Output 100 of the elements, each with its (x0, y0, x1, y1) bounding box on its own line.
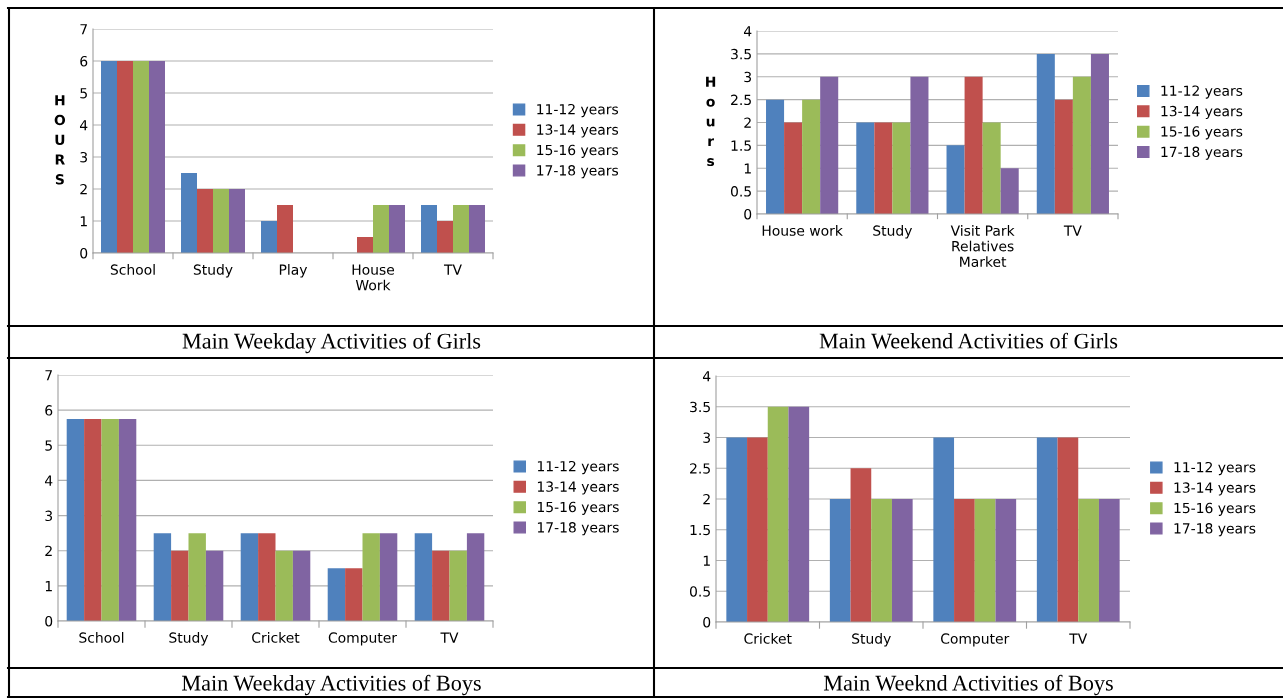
bar (946, 145, 965, 214)
bar (1078, 499, 1099, 622)
bar (84, 418, 102, 621)
y-tick-label: 4 (44, 475, 53, 486)
bar (802, 99, 821, 214)
x-tick-label: Study (852, 633, 891, 647)
bar (856, 122, 875, 214)
legend-label: 13-14 years (537, 124, 619, 138)
bar (101, 418, 119, 621)
bar (66, 418, 85, 621)
bar (850, 468, 872, 622)
bar (1057, 437, 1079, 622)
bar (933, 437, 955, 622)
y-tick-label: 2.5 (690, 463, 710, 474)
y-tick-label: 3 (703, 432, 711, 443)
legend-label: 17-18 years (1174, 523, 1256, 537)
bar (421, 205, 437, 253)
legend-label: 11-12 years (537, 103, 619, 118)
bar (469, 205, 485, 253)
bar (205, 550, 224, 621)
bar (275, 550, 293, 621)
bar (373, 205, 389, 253)
bar (261, 221, 277, 253)
bar (1090, 53, 1109, 214)
bar (379, 533, 398, 621)
bar (747, 437, 768, 622)
bar (188, 533, 206, 621)
y-tick-label: 3.5 (690, 401, 710, 413)
y-tick-label: 0.5 (689, 586, 710, 597)
bar (954, 499, 975, 622)
bar (788, 406, 810, 622)
x-tick-label: Cricket (252, 632, 300, 643)
bar (910, 76, 929, 214)
y-tick-label: 2 (45, 545, 52, 556)
y-tick-label: 4 (79, 120, 88, 131)
y-tick-label: 1 (703, 555, 710, 566)
x-tick-label: Study (873, 225, 913, 239)
legend-label: 11-12 years (537, 460, 619, 475)
bar (874, 122, 893, 214)
bar (453, 205, 469, 253)
bar (292, 550, 311, 621)
bar (277, 205, 293, 253)
y-tick-label: 1.5 (731, 140, 751, 151)
y-tick-label: 1.5 (690, 524, 710, 536)
bar (1054, 99, 1073, 214)
x-tick-label: Study (193, 264, 233, 278)
y-tick-label: 2 (744, 117, 751, 128)
text: Main Weekday Activities of Girls (182, 332, 481, 354)
legend-label: 15-16 years (1161, 126, 1243, 140)
bar (974, 499, 996, 622)
bar (829, 499, 851, 622)
text: Main Weekend Activities of Girls (819, 332, 1118, 349)
legend-label: 15-16 years (537, 144, 619, 158)
legend-label: 11-12 years (1174, 461, 1256, 476)
y-tick-label: 5 (45, 440, 52, 451)
y-tick-label: 6 (45, 405, 53, 416)
bar (871, 499, 892, 622)
bar (240, 533, 259, 621)
y-tick-label: 2 (80, 183, 87, 195)
bar (414, 533, 433, 621)
y-tick-label: 0 (703, 616, 711, 628)
text: Main Weeknd Activities of Boys (823, 674, 1113, 696)
bar (767, 406, 789, 622)
legend-label: 13-14 years (1161, 105, 1243, 120)
bar (197, 189, 213, 253)
x-tick-label: House Work (352, 264, 395, 291)
bar (437, 221, 453, 253)
y-tick-label: 1 (744, 163, 751, 174)
bar (327, 568, 346, 621)
y-tick-label: 1 (80, 216, 87, 227)
legend-label: 11-12 years (1161, 85, 1243, 99)
y-tick-label: 4 (702, 371, 711, 382)
y-tick-label: 3 (744, 71, 752, 83)
bar (892, 122, 911, 214)
bar (982, 122, 1001, 214)
bar (1000, 168, 1019, 214)
y-axis-title: HOURS (54, 95, 66, 185)
bar (891, 499, 913, 622)
bar (229, 189, 245, 253)
legend-label: 15-16 years (537, 501, 619, 515)
text: Main Weekday Activities of Boys (182, 674, 481, 696)
y-tick-label: 2 (703, 493, 710, 505)
x-tick-label: TV (1063, 225, 1082, 236)
bar (432, 550, 450, 621)
bar (820, 76, 839, 214)
y-tick-label: 5 (80, 88, 87, 99)
x-tick-label: School (110, 264, 155, 275)
bar (362, 533, 380, 621)
y-axis-title: Hours (706, 76, 716, 167)
bar (117, 61, 133, 253)
bar (766, 99, 785, 214)
bar (171, 550, 189, 621)
bar (101, 61, 117, 253)
bar (118, 418, 137, 621)
x-tick-label: Study (169, 632, 209, 646)
y-tick-label: 0 (744, 208, 752, 220)
bar (1098, 499, 1120, 622)
y-tick-label: 7 (80, 24, 87, 35)
y-tick-label: 3.5 (731, 48, 751, 60)
x-tick-label: House work (762, 225, 843, 236)
